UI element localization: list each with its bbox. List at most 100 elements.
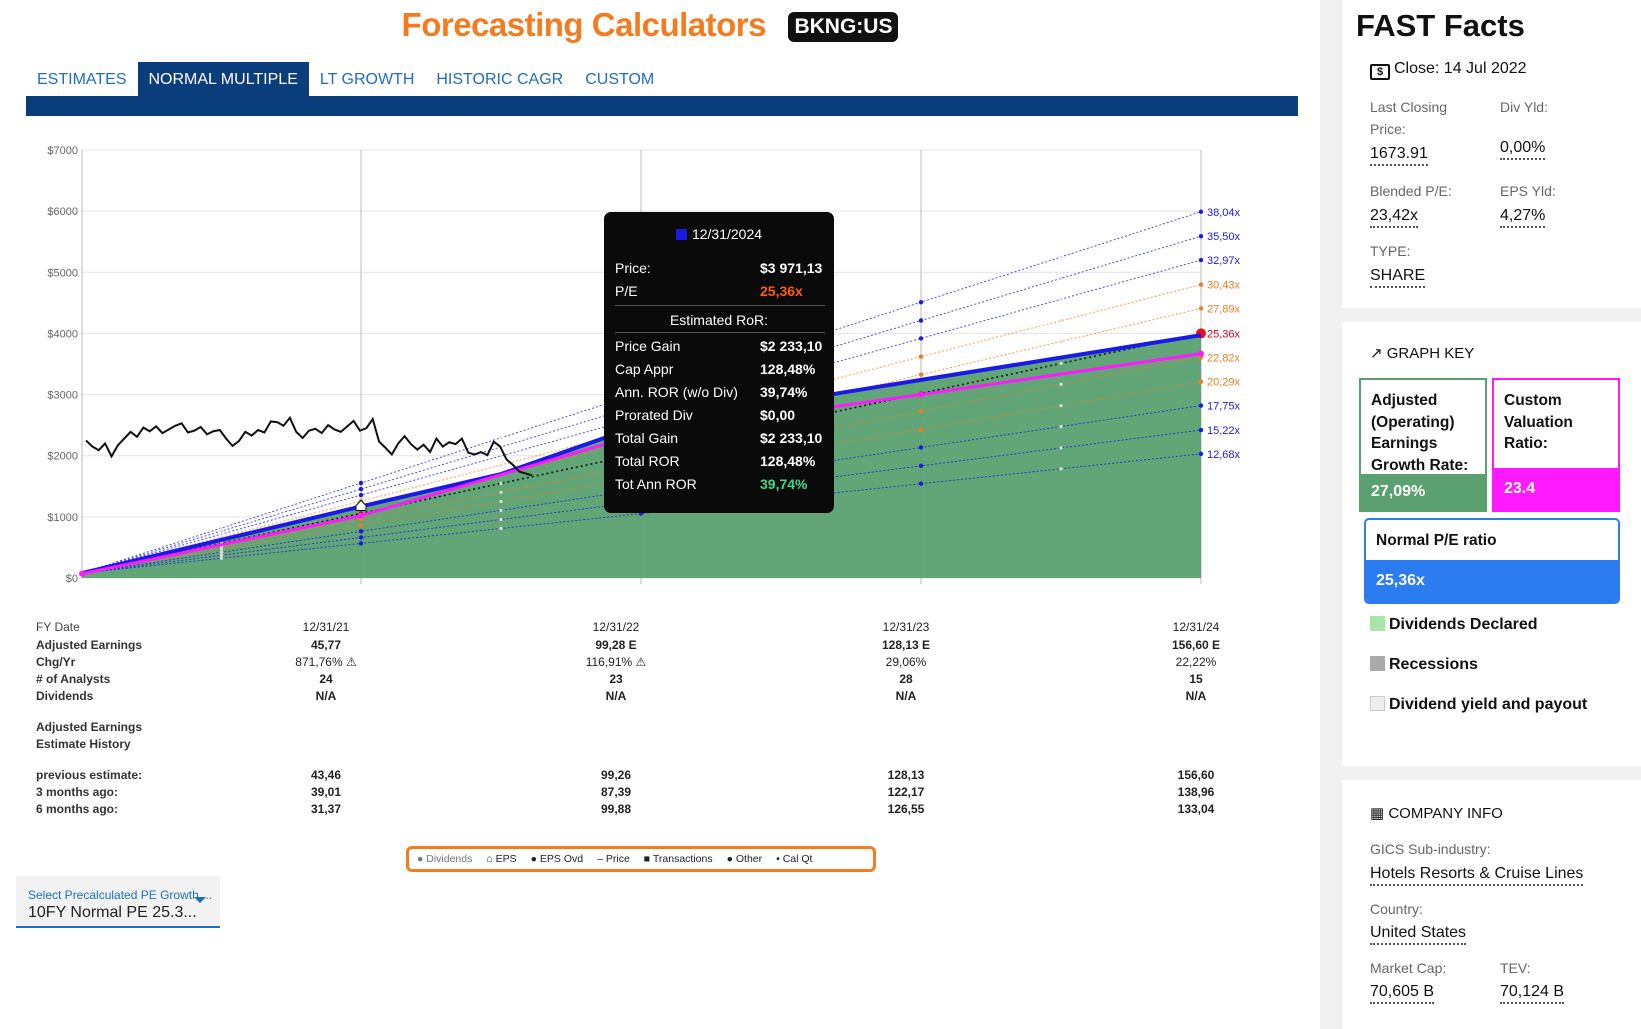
legend-eps-ovd[interactable]: ● EPS Ovd <box>530 853 584 865</box>
cal-qt-point <box>219 532 224 536</box>
y-tick-label: $5000 <box>47 267 78 279</box>
table-cell: 87,39 <box>600 785 632 799</box>
table-cell: 28 <box>899 672 913 686</box>
tev-value: 70,124 B <box>1500 982 1565 1004</box>
tab-estimates[interactable]: ESTIMATES <box>37 71 127 88</box>
eps-yld-label: EPS Yld: <box>1500 183 1556 199</box>
table-row: Chg/Yr 871,76% ⚠ 116,91% ⚠ 29,06% 22,22% <box>36 655 1296 672</box>
tooltip-ror-value: 39,74% <box>760 384 808 400</box>
legend-transactions[interactable]: ■ Transactions <box>643 853 713 865</box>
cal-qt-point <box>219 553 224 557</box>
market-cap-label: Market Cap: <box>1370 960 1447 976</box>
y-tick-label: $3000 <box>47 390 78 402</box>
pe-line-label: 25,36x <box>1207 328 1241 340</box>
graph-key-title-text: GRAPH KEY <box>1386 345 1475 362</box>
table-cell: 116,91% ⚠ <box>585 655 647 669</box>
eps-ovd-point <box>1198 350 1204 357</box>
country-value[interactable]: United States <box>1370 923 1467 945</box>
table-cell: 133,04 <box>1177 802 1215 816</box>
tab-custom[interactable]: CUSTOM <box>585 71 655 88</box>
key-recessions[interactable]: Recessions <box>1370 656 1478 674</box>
pe-line-label: 17,75x <box>1207 401 1241 413</box>
eps-yld-value: 4,27% <box>1500 206 1546 228</box>
eps-ovd-point <box>79 570 85 577</box>
pe-end-point <box>1198 282 1204 287</box>
div-yld-label: Div Yld: <box>1500 99 1548 115</box>
row-label: Estimate History <box>36 737 131 751</box>
tooltip-ror-value: 128,48% <box>760 453 816 469</box>
row-label: Dividends <box>36 689 94 703</box>
growth-rate-box[interactable]: Adjusted (Operating) Earnings Growth Rat… <box>1359 378 1487 512</box>
legend-price[interactable]: – Price <box>597 853 630 865</box>
growth-rate-title: Adjusted (Operating) Earnings Growth Rat… <box>1371 392 1469 474</box>
history-row: 6 months ago: 31,37 99,88 126,55 133,04 <box>36 802 1296 819</box>
tab-historic-cagr[interactable]: HISTORIC CAGR <box>436 71 564 88</box>
fy-date-row: 12/31/21 12/31/22 12/31/23 12/31/24 <box>36 620 1296 637</box>
chevron-down-icon[interactable] <box>194 897 206 903</box>
table-cell: 128,13 E <box>881 638 931 652</box>
pe-end-point <box>1198 306 1204 311</box>
legend-other[interactable]: ● Other <box>726 853 763 865</box>
legend-cal-qt[interactable]: • Cal Qt <box>776 853 813 865</box>
pe-point <box>918 354 924 359</box>
pe-point <box>918 318 924 323</box>
tab-lt-growth[interactable]: LT GROWTH <box>319 71 415 88</box>
pe-end-point <box>1198 427 1204 433</box>
last-close-label-line2: Price: <box>1370 121 1406 137</box>
cal-qt-point <box>1059 467 1063 471</box>
cal-qt-point <box>1059 382 1063 386</box>
pe-line-label: 20,29x <box>1207 377 1241 389</box>
cal-qt-point <box>499 517 503 522</box>
tooltip-divider <box>615 332 825 333</box>
dollar-icon: $ <box>1370 64 1390 80</box>
table-cell: 15 <box>1189 672 1203 686</box>
tooltip-ror-label: Prorated Div <box>615 407 693 423</box>
title-row: Forecasting Calculators BKNG:US <box>0 6 1300 44</box>
pe-end-point <box>1198 403 1204 408</box>
eps-marker <box>355 499 367 511</box>
pe-point <box>358 523 364 528</box>
graph-key-card: ↗ GRAPH KEY Adjusted (Operating) Earning… <box>1342 322 1641 766</box>
company-info-card: ▦ COMPANY INFO GICS Sub-industry: Hotels… <box>1342 780 1641 1029</box>
normal-pe-box[interactable]: Normal P/E ratio 25,36x <box>1364 518 1620 604</box>
legend-eps[interactable]: ⌂ EPS <box>486 853 517 865</box>
growth-rate-value: 27,09% <box>1361 474 1485 510</box>
pe-point <box>918 427 924 432</box>
key-recessions-label: Recessions <box>1389 656 1478 673</box>
table-cell: N/A <box>315 689 337 703</box>
tooltip-ror-value: 128,48% <box>760 361 816 377</box>
pe-point <box>358 541 364 546</box>
close-date: $ Close: 14 Jul 2022 <box>1370 60 1527 80</box>
table-cell: 12/31/24 <box>1172 620 1220 634</box>
cal-qt-point <box>219 550 224 554</box>
trend-icon: ↗ <box>1370 345 1387 362</box>
gics-value[interactable]: Hotels Resorts & Cruise Lines <box>1370 864 1584 886</box>
table-cell: 12/31/21 <box>302 620 350 634</box>
table-row: Dividends N/A N/A N/A N/A <box>36 689 1296 706</box>
history-row: 3 months ago: 39,01 87,39 122,17 138,96 <box>36 785 1296 802</box>
cal-qt-point <box>219 526 224 530</box>
pe-line-label: 35,50x <box>1207 231 1241 243</box>
cal-qt-point <box>499 454 503 458</box>
row-label: Chg/Yr <box>36 655 76 669</box>
legend-dividends[interactable]: ● Dividends <box>417 853 473 865</box>
pe-line <box>81 453 1202 574</box>
tooltip-date: 12/31/2024 <box>604 226 834 242</box>
table-cell: 99,26 <box>600 768 632 782</box>
pe-end-point <box>1198 379 1204 384</box>
chart-legend: ● Dividends ⌂ EPS ● EPS Ovd – Price ■ Tr… <box>406 846 876 872</box>
cal-qt-point <box>1059 319 1063 323</box>
pe-point <box>918 463 924 469</box>
price-line <box>85 415 533 477</box>
pe-growth-select[interactable]: Select Precalculated PE Growth ... 10FY … <box>16 876 220 928</box>
key-dividend-yield[interactable]: Dividend yield and payout <box>1370 696 1587 714</box>
custom-ratio-box[interactable]: Custom Valuation Ratio: 23.4 <box>1492 378 1620 512</box>
tooltip-ror-value: 39,74% <box>760 476 808 492</box>
table-row: # of Analysts 24 23 28 15 <box>36 672 1296 689</box>
tab-normal-multiple[interactable]: NORMAL MULTIPLE <box>137 62 309 96</box>
key-dividends[interactable]: Dividends Declared <box>1370 616 1538 634</box>
table-cell: 43,46 <box>310 768 342 782</box>
cal-qt-point <box>1059 339 1063 344</box>
pe-line-label: 30,43x <box>1207 280 1241 292</box>
pe-point <box>918 336 924 341</box>
